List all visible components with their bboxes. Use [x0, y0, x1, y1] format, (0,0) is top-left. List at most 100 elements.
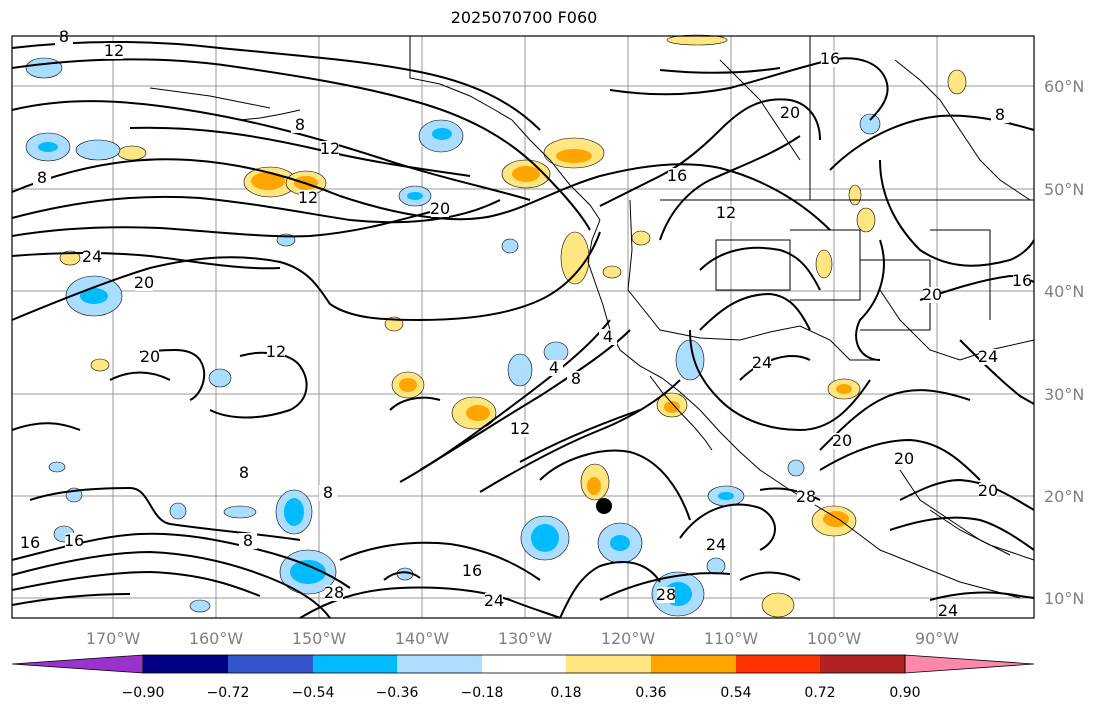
contour-label-bg — [325, 585, 343, 601]
contour-label: 20 — [922, 285, 942, 304]
contour-label: 16 — [1012, 271, 1032, 290]
contour-label: 20 — [978, 481, 998, 500]
contour-label-bg — [797, 489, 815, 505]
contour-label-bg — [65, 533, 83, 549]
contour-label: 12 — [266, 342, 286, 361]
lon-tick-label: 170°W — [86, 629, 141, 648]
contour-label-bg — [141, 349, 159, 365]
lon-tick-label: 140°W — [395, 629, 450, 648]
contour-label-bg — [485, 593, 503, 609]
contour-label-bg — [991, 107, 1009, 123]
contour-label: 8 — [323, 483, 333, 502]
lon-tick-label: 130°W — [498, 629, 553, 648]
colorbar-tick-label: 0.72 — [804, 685, 835, 701]
colorbar-outline — [142, 654, 906, 674]
colorbar-segment — [482, 655, 566, 673]
contour-label: 20 — [134, 273, 154, 292]
colorbar-segment — [228, 655, 313, 673]
colorbar-segment — [313, 655, 397, 673]
contour-label: 4 — [603, 327, 613, 346]
contour-label: 12 — [510, 419, 530, 438]
contour-label-bg — [135, 275, 153, 291]
colorbar-tick-label: −0.36 — [376, 685, 419, 701]
contour-label-bg — [668, 168, 686, 184]
colorbar-tick-labels: −0.90 −0.72 −0.54 −0.36 −0.18 0.18 0.36 0.54 0.7… — [122, 685, 921, 701]
colorbar-tick-label: 0.18 — [550, 685, 581, 701]
contour-label-bg — [979, 349, 997, 365]
contour-label: 8 — [295, 115, 305, 134]
colorbar-tick-label: 0.36 — [635, 685, 666, 701]
contour-label-group: 8128121282024201216201612208164812881616… — [20, 27, 1032, 620]
lat-tick-label: 30°N — [1044, 385, 1084, 404]
contour-label-bg — [833, 433, 851, 449]
contour-label-bg — [781, 105, 799, 121]
contour-label-bg — [21, 535, 39, 551]
contour-label: 24 — [706, 535, 726, 554]
contour-label: 12 — [716, 203, 736, 222]
contour-label: 20 — [140, 347, 160, 366]
contour-label: 8 — [239, 463, 249, 482]
map-frame — [11, 35, 1035, 619]
colorbar-segment — [820, 655, 905, 673]
map-background — [12, 36, 1034, 618]
contour-label-bg — [239, 533, 257, 549]
lat-tick-label: 20°N — [1044, 487, 1084, 506]
contour-label: 8 — [995, 105, 1005, 124]
contour-label: 16 — [667, 166, 687, 185]
contour-label: 20 — [894, 449, 914, 468]
contour-label-bg — [33, 170, 51, 186]
contour-label-bg — [291, 117, 309, 133]
lon-tick-label: 160°W — [189, 629, 244, 648]
contour-label-bg — [321, 141, 339, 157]
colorbar — [11, 654, 1035, 674]
lon-tick-label: 100°W — [807, 629, 862, 648]
contour-label: 28 — [796, 487, 816, 506]
contour-label: 4 — [549, 358, 559, 377]
contour-label: 16 — [462, 561, 482, 580]
lon-tick-label: 110°W — [704, 629, 759, 648]
contour-label-bg — [707, 537, 725, 553]
colorbar-tick-label: −0.18 — [461, 685, 504, 701]
contour-label: 28 — [656, 585, 676, 604]
contour-label-bg — [431, 201, 449, 217]
colorbar-tick-label: −0.90 — [122, 685, 165, 701]
contour-label: 12 — [104, 41, 124, 60]
contour-label: 8 — [37, 168, 47, 187]
lat-tick-label: 40°N — [1044, 282, 1084, 301]
contour-label-bg — [979, 483, 997, 499]
lon-tick-label: 90°W — [915, 629, 959, 648]
contour-label: 8 — [571, 369, 581, 388]
colorbar-extend-high — [904, 654, 1035, 674]
lat-tick-label: 60°N — [1044, 77, 1084, 96]
contour-label: 24 — [938, 601, 958, 620]
contour-label-bg — [657, 587, 675, 603]
colorbar-segment — [736, 655, 820, 673]
contour-label: 8 — [243, 531, 253, 550]
contour-label: 24 — [484, 591, 504, 610]
colorbar-tick-label: −0.72 — [207, 685, 250, 701]
contour-label-bg — [319, 485, 337, 501]
contour-label: 20 — [430, 199, 450, 218]
contour-label-bg — [939, 603, 957, 619]
contour-label-bg — [267, 344, 285, 360]
contour-label-bg — [83, 249, 101, 265]
contour-label-bg — [463, 563, 481, 579]
contour-label-bg — [895, 451, 913, 467]
contour-label-bg — [717, 205, 735, 221]
contour-label-bg — [299, 190, 317, 206]
contour-label-bg — [567, 371, 585, 387]
shaded-anomaly-areas — [25, 34, 967, 618]
contour-label: 16 — [20, 533, 40, 552]
contour-label-bg — [105, 43, 123, 59]
colorbar-tick-label: −0.54 — [292, 685, 335, 701]
contour-label: 16 — [820, 49, 840, 68]
contour-label: 20 — [780, 103, 800, 122]
contour-label-bg — [1013, 273, 1031, 289]
map-title: 2025070700 F060 — [450, 8, 598, 27]
contour-label-bg — [923, 287, 941, 303]
contour-label-bg — [545, 360, 563, 376]
lon-tick-label: 150°W — [292, 629, 347, 648]
contour-label-bg — [55, 29, 73, 45]
colorbar-segment — [397, 655, 482, 673]
contour-label: 24 — [82, 247, 102, 266]
